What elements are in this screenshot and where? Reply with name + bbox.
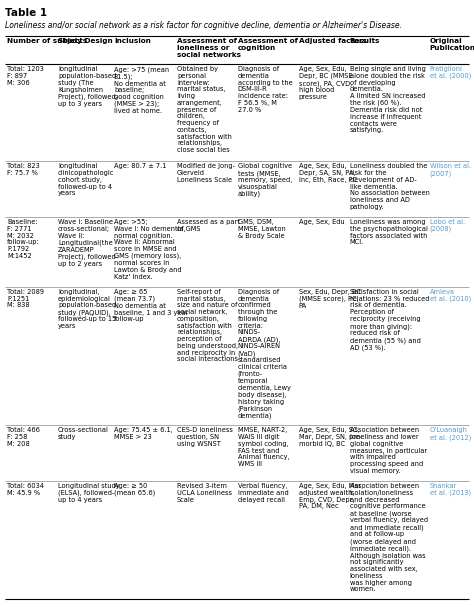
Text: Loneliness doubled the
risk for the
development of AD-
like dementia.
No associa: Loneliness doubled the risk for the deve… — [349, 163, 429, 210]
Text: Shankar
et al. (2013): Shankar et al. (2013) — [430, 483, 471, 497]
Text: Sex, Edu, Depr, BC
(MMSE score), PC,
PA: Sex, Edu, Depr, BC (MMSE score), PC, PA — [299, 289, 361, 309]
Text: Table 1: Table 1 — [5, 8, 47, 18]
Text: Longitudinal study
(ELSA), followed-
up to 4 years: Longitudinal study (ELSA), followed- up … — [58, 483, 119, 503]
Text: Satisfaction in social
relations: 23 % reduced
risk of dementia.
Perception of
r: Satisfaction in social relations: 23 % r… — [349, 289, 429, 351]
Text: Diagnosis of
dementia
according to the
DSM-III-R
incidence rate:
F 56.5 %, M
27.: Diagnosis of dementia according to the D… — [238, 66, 292, 113]
Text: Total: 2089
F:1251
M: 838: Total: 2089 F:1251 M: 838 — [7, 289, 44, 308]
Text: Fratiglioni
et al. (2000): Fratiglioni et al. (2000) — [430, 66, 471, 80]
Text: longitudinal,
epidemiological
population-based
study (PAQUID),
followed-up to 15: longitudinal, epidemiological population… — [58, 289, 116, 329]
Text: Being single and living
alone doubled the risk
of developing
dementia.
A limited: Being single and living alone doubled th… — [349, 66, 425, 134]
Text: Loneliness was among
the psychopathological
factors associated with
MCI.: Loneliness was among the psychopathologi… — [349, 219, 428, 245]
Text: Diagnosis of
dementia
confirmed
through the
following
criteria:
NINDS-
ADRDA (AD: Diagnosis of dementia confirmed through … — [238, 289, 291, 419]
Text: Wilson et al.
(2007): Wilson et al. (2007) — [430, 163, 471, 177]
Text: Age, Sex, Edu,
Depr, SA, SN, PA,
Inc, Eth, Race, PC: Age, Sex, Edu, Depr, SA, SN, PA, Inc, Et… — [299, 163, 356, 183]
Text: Inclusion: Inclusion — [114, 38, 151, 44]
Text: Age, Sex, Edu, SC,
Mar, Depr, SN, pre-
morbid IQ, BC: Age, Sex, Edu, SC, Mar, Depr, SN, pre- m… — [299, 427, 362, 447]
Text: Age: >55;
Wave I: No dementia,
normal cognition.
Wave II: Abnormal
score in MMSE: Age: >55; Wave I: No dementia, normal co… — [114, 219, 185, 280]
Text: Total: 823
F: 75.7 %: Total: 823 F: 75.7 % — [7, 163, 40, 176]
Text: GMS, DSM,
MMSE, Lawton
& Brody Scale: GMS, DSM, MMSE, Lawton & Brody Scale — [238, 219, 285, 239]
Text: CES-D loneliness
question, SN
using WSNST: CES-D loneliness question, SN using WSNS… — [177, 427, 233, 447]
Text: Association between
isolation/loneliness
and decreased
cognitive performance
at : Association between isolation/loneliness… — [349, 483, 428, 592]
Text: Original
Publication: Original Publication — [430, 38, 474, 51]
Text: Assessment of
cognition: Assessment of cognition — [238, 38, 298, 51]
Text: Adjusted factors: Adjusted factors — [299, 38, 366, 44]
Text: Amieva
et al. (2010): Amieva et al. (2010) — [430, 289, 471, 302]
Text: Loneliness and/or social network as a risk factor for cognitive decline, dementi: Loneliness and/or social network as a ri… — [5, 21, 402, 30]
Text: Age: 75.45 ± 6.1,
MMSE > 23: Age: 75.45 ± 6.1, MMSE > 23 — [114, 427, 173, 440]
Text: longitudinal
clinicopathologic
cohort study,
followed-up to 4
years: longitudinal clinicopathologic cohort st… — [58, 163, 114, 196]
Text: Global cognitive
tests (MMSE,
memory, speed,
visuospatial
ability): Global cognitive tests (MMSE, memory, sp… — [238, 163, 292, 197]
Text: Obtained by
personal
interview:
marital status,
living
arrangement,
presence of
: Obtained by personal interview: marital … — [177, 66, 232, 153]
Text: Total: 1203
F: 897
M: 306: Total: 1203 F: 897 M: 306 — [7, 66, 44, 86]
Text: Wave I: Baseline
cross-sectional;
Wave II:
Longitudinal(the
ZARADEMP
Project), f: Wave I: Baseline cross-sectional; Wave I… — [58, 219, 118, 266]
Text: Modified de Jong-
Gierveld
Loneliness Scale: Modified de Jong- Gierveld Loneliness Sc… — [177, 163, 235, 183]
Text: Age: 80.7 ± 7.1: Age: 80.7 ± 7.1 — [114, 163, 166, 169]
Text: O’Luanaigh
et al. (2012): O’Luanaigh et al. (2012) — [430, 427, 471, 441]
Text: Number of subjects: Number of subjects — [7, 38, 87, 44]
Text: Revised 3-item
UCLA Loneliness
Scale: Revised 3-item UCLA Loneliness Scale — [177, 483, 232, 503]
Text: Age, Sex, Edu: Age, Sex, Edu — [299, 219, 344, 225]
Text: Study Design: Study Design — [58, 38, 113, 44]
Text: Age: ≥ 50
(mean 65.6): Age: ≥ 50 (mean 65.6) — [114, 483, 155, 497]
Text: Baseline:
F: 2771
M: 2032
follow-up:
F:1792
M:1452: Baseline: F: 2771 M: 2032 follow-up: F:1… — [7, 219, 40, 259]
Text: Assessment of
loneliness or
social networks: Assessment of loneliness or social netwo… — [177, 38, 241, 58]
Text: Age, Sex, Edu, Mar,
adjusted wealth,
Emp, CVD, Depr,
PA, DM, Nec: Age, Sex, Edu, Mar, adjusted wealth, Emp… — [299, 483, 363, 509]
Text: Total: 6034
M: 45.9 %: Total: 6034 M: 45.9 % — [7, 483, 44, 496]
Text: Age: ≥ 65
(mean 73.7)
No dementia at
baseline, 1 and 3 year
follow-up: Age: ≥ 65 (mean 73.7) No dementia at bas… — [114, 289, 188, 322]
Text: Self-report of
marital status,
size and nature of
social network,
composition,
s: Self-report of marital status, size and … — [177, 289, 238, 362]
Text: Age: >75 (mean
81.5);
No dementia at
baseline;
good cognition
(MMSE > 23);
lived: Age: >75 (mean 81.5); No dementia at bas… — [114, 66, 169, 114]
Text: Age, Sex, Edu,
Depr, BC (MMSE
score), PA, CVD,
high blood
pressure: Age, Sex, Edu, Depr, BC (MMSE score), PA… — [299, 66, 352, 100]
Text: Cross-sectional
study: Cross-sectional study — [58, 427, 109, 440]
Text: MMSE, NART-2,
WAIS III digit
symbol coding,
FAS test and
Animal fluency,
WMS III: MMSE, NART-2, WAIS III digit symbol codi… — [238, 427, 289, 467]
Text: Verbal fluency,
immediate and
delayed recall: Verbal fluency, immediate and delayed re… — [238, 483, 289, 503]
Text: Association between
loneliness and lower
global cognitive
measures, in particula: Association between loneliness and lower… — [349, 427, 427, 474]
Text: Lobo et al.
(2008): Lobo et al. (2008) — [430, 219, 465, 232]
Text: Total: 466
F: 258
M: 208: Total: 466 F: 258 M: 208 — [7, 427, 40, 447]
Text: Results: Results — [349, 38, 380, 44]
Text: longitudinal
population-based
study (The
Kungsholmen
Project), followed-
up to 3: longitudinal population-based study (The… — [58, 66, 118, 107]
Text: Assessed as a part
of GMS: Assessed as a part of GMS — [177, 219, 240, 232]
